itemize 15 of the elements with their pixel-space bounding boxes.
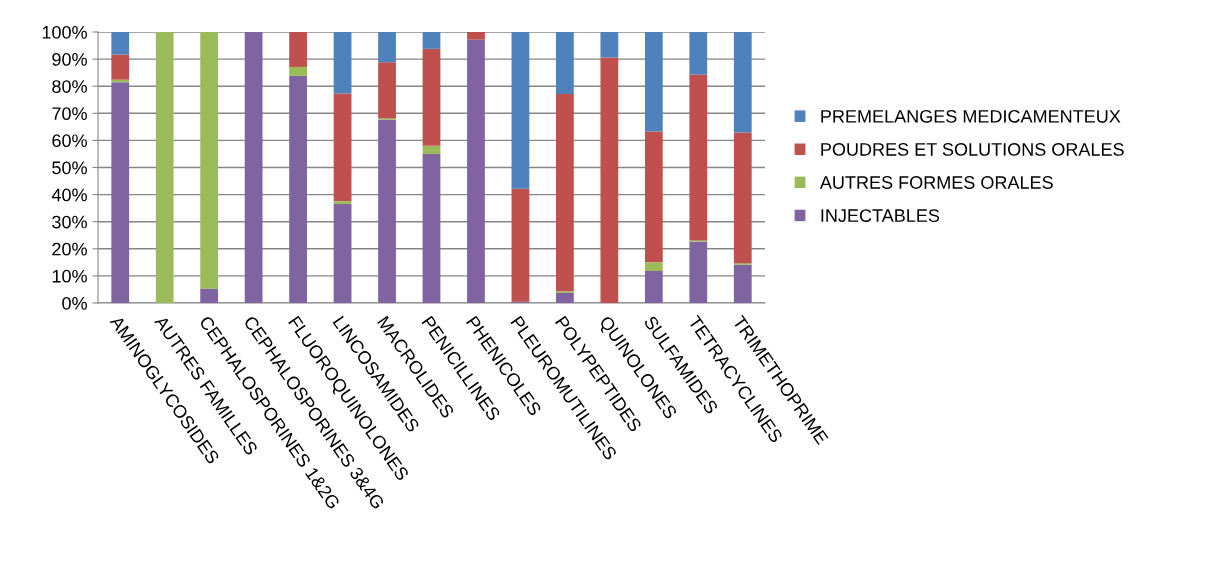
y-tick-label: 50% xyxy=(52,161,87,175)
y-tick-label: 70% xyxy=(52,107,87,121)
y-tick-label: 20% xyxy=(52,242,87,256)
legend-label: AUTRES FORMES ORALES xyxy=(819,176,1053,189)
y-tick-label: 40% xyxy=(51,188,87,202)
y-tick-label: 90% xyxy=(52,53,87,66)
y-tick-label: 0% xyxy=(62,296,87,310)
legend-label: POUDRES ET SOLUTIONS ORALES xyxy=(821,143,1124,156)
legend-label: PREMELANGES MEDICAMENTEUX xyxy=(821,109,1121,123)
legend-label: INJECTABLES xyxy=(821,209,940,222)
y-tick-label: 60% xyxy=(52,134,87,148)
y-tick-label: 100% xyxy=(42,25,87,39)
y-tick-label: 30% xyxy=(52,215,87,229)
y-tick-label: 10% xyxy=(52,269,87,283)
y-tick-label: 80% xyxy=(52,80,87,93)
